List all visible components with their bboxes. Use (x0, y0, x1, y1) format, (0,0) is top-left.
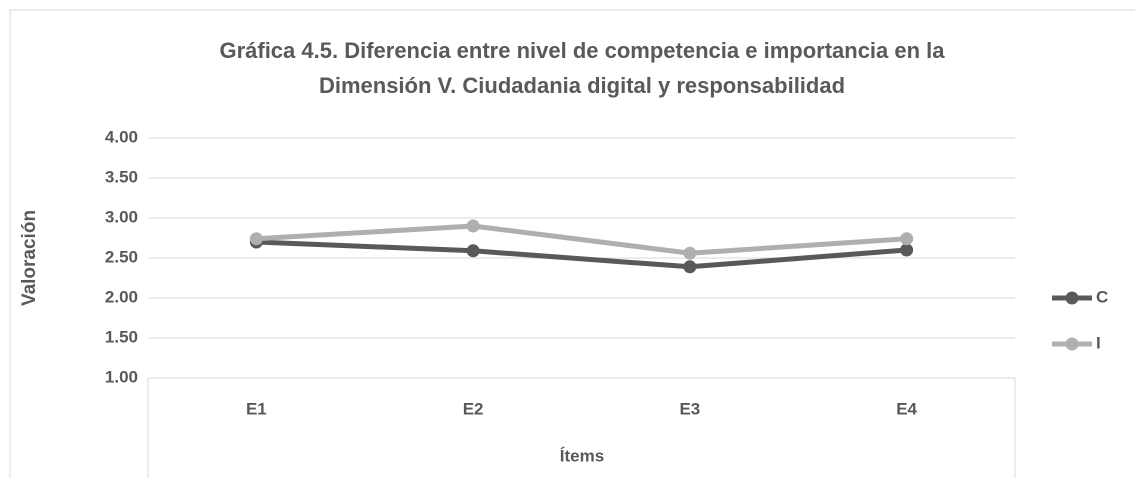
y-tick-label: 2.00 (105, 287, 138, 306)
x-tick-label: E3 (679, 399, 700, 418)
data-point (249, 232, 263, 246)
data-point (466, 219, 480, 233)
data-point (683, 246, 697, 260)
chart-title: Gráfica 4.5. Diferencia entre nivel de c… (219, 38, 945, 63)
y-tick-label: 3.50 (105, 167, 138, 186)
x-axis-label: Ítems (560, 446, 604, 465)
series-line (256, 239, 907, 270)
y-tick-label: 1.00 (105, 367, 138, 386)
legend-label: C (1096, 287, 1108, 306)
x-tick-label: E1 (246, 399, 267, 418)
data-point (900, 232, 914, 246)
x-tick-label: E2 (463, 399, 484, 418)
x-tick-label: E4 (896, 399, 917, 418)
legend-marker (1065, 291, 1079, 305)
data-point (683, 260, 697, 274)
data-point (900, 243, 914, 257)
legend-label: I (1096, 333, 1101, 352)
y-tick-label: 4.00 (105, 127, 138, 146)
chart-border (9, 9, 1135, 478)
y-tick-label: 1.50 (105, 327, 138, 346)
chart-title: Dimensión V. Ciudadania digital y respon… (319, 73, 845, 98)
y-tick-label: 2.50 (105, 247, 138, 266)
y-tick-label: 3.00 (105, 207, 138, 226)
series-line (256, 223, 907, 256)
data-point (466, 244, 480, 258)
legend-marker (1065, 337, 1079, 351)
y-axis-label: Valoración (19, 210, 40, 306)
